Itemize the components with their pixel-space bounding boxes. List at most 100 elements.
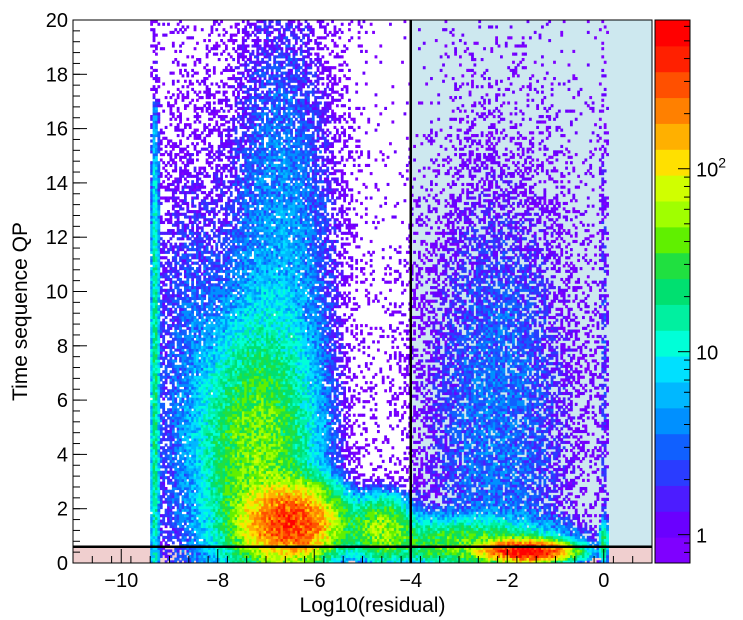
heatmap-cell <box>203 481 207 485</box>
heatmap-cell <box>210 478 214 482</box>
heatmap-cell <box>157 117 161 121</box>
heatmap-cell <box>198 296 202 301</box>
heatmap-cell <box>179 527 182 531</box>
heatmap-cell <box>181 557 185 561</box>
heatmap-cell <box>205 505 209 510</box>
heatmap-cell <box>174 188 178 192</box>
heatmap-cell <box>152 210 156 214</box>
heatmap-cell <box>193 348 197 352</box>
heatmap-cell <box>232 258 236 263</box>
heatmap-cell <box>167 199 170 203</box>
heatmap-cell <box>183 389 187 393</box>
heatmap-cell <box>169 302 173 306</box>
heatmap-cell <box>224 400 228 404</box>
heatmap-cell <box>208 457 211 461</box>
heatmap-cell <box>203 440 207 444</box>
heatmap-cell <box>152 172 156 176</box>
heatmap-cell <box>203 125 207 129</box>
heatmap-cell <box>155 220 158 225</box>
heatmap-cell <box>196 481 199 485</box>
heatmap-cell <box>208 283 211 287</box>
heatmap-cell <box>174 367 178 371</box>
heatmap-cell <box>159 348 163 352</box>
heatmap-cell <box>203 527 207 531</box>
heatmap-cell <box>188 546 192 550</box>
heatmap-cell <box>167 269 170 273</box>
heatmap-cell <box>174 267 178 271</box>
heatmap-cell <box>188 310 192 314</box>
heatmap-cell <box>215 245 219 249</box>
heatmap-cell <box>171 191 175 195</box>
heatmap-cell <box>224 267 228 271</box>
heatmap-cell <box>183 258 187 263</box>
heatmap-cell <box>193 492 197 496</box>
heatmap-cell <box>171 275 175 279</box>
heatmap-cell <box>217 402 221 406</box>
heatmap-cell <box>232 313 236 317</box>
heatmap-cell <box>193 416 197 420</box>
heatmap-cell <box>212 253 216 257</box>
heatmap-cell <box>162 310 166 314</box>
heatmap-cell <box>220 348 223 352</box>
heatmap-cell <box>176 237 180 241</box>
heatmap-cell <box>200 473 204 477</box>
heatmap-cell <box>167 535 170 539</box>
heatmap-cell <box>217 283 221 287</box>
heatmap-cell <box>186 74 190 78</box>
heatmap-cell <box>196 451 199 455</box>
heatmap-cell <box>150 134 154 138</box>
heatmap-cell <box>196 58 199 62</box>
heatmap-cell <box>191 522 195 526</box>
heatmap-cell <box>200 511 204 515</box>
heatmap-cell <box>169 432 173 436</box>
heatmap-cell <box>193 237 197 241</box>
heatmap-cell <box>186 495 190 499</box>
heatmap-cell <box>193 421 197 425</box>
heatmap-cell <box>150 364 154 368</box>
heatmap-cell <box>208 448 211 453</box>
heatmap-cell <box>203 356 207 360</box>
heatmap-cell <box>232 359 236 363</box>
heatmap-cell <box>232 166 236 170</box>
heatmap-cell <box>215 362 219 366</box>
heatmap-cell <box>191 307 195 311</box>
heatmap-cell <box>227 180 231 184</box>
heatmap-cell <box>227 451 231 455</box>
heatmap-cell <box>208 381 211 385</box>
heatmap-cell <box>212 318 216 322</box>
heatmap-cell <box>212 473 216 477</box>
heatmap-cell <box>193 275 197 279</box>
heatmap-cell <box>210 492 214 496</box>
heatmap-cell <box>186 451 190 455</box>
heatmap-cell <box>155 505 158 510</box>
heatmap-cell <box>203 549 207 553</box>
heatmap-cell <box>191 286 195 290</box>
heatmap-cell <box>222 128 226 132</box>
heatmap-cell <box>203 77 207 81</box>
heatmap-cell <box>222 448 226 453</box>
heatmap-cell <box>162 359 166 363</box>
heatmap-cell <box>222 413 226 417</box>
heatmap-cell <box>203 394 207 398</box>
heatmap-cell <box>212 505 216 510</box>
heatmap-cell <box>215 527 219 531</box>
heatmap-cell <box>200 408 204 412</box>
heatmap-cell <box>150 150 154 154</box>
heatmap-cell <box>188 345 192 349</box>
heatmap-cell <box>150 410 154 415</box>
heatmap-cell <box>205 538 209 542</box>
heatmap-cell <box>220 229 223 233</box>
heatmap-cell <box>155 191 158 195</box>
heatmap-cell <box>181 131 185 135</box>
heatmap-cell <box>174 169 178 173</box>
heatmap-cell <box>193 552 197 556</box>
heatmap-cell <box>196 476 199 480</box>
heatmap-cell <box>198 106 202 110</box>
heatmap-cell <box>227 438 231 442</box>
heatmap-cell <box>224 201 228 206</box>
heatmap-cell <box>157 410 161 415</box>
heatmap-cell <box>200 296 204 301</box>
heatmap-cell <box>171 318 175 322</box>
heatmap-cell <box>215 324 219 328</box>
heatmap-cell <box>203 478 207 482</box>
